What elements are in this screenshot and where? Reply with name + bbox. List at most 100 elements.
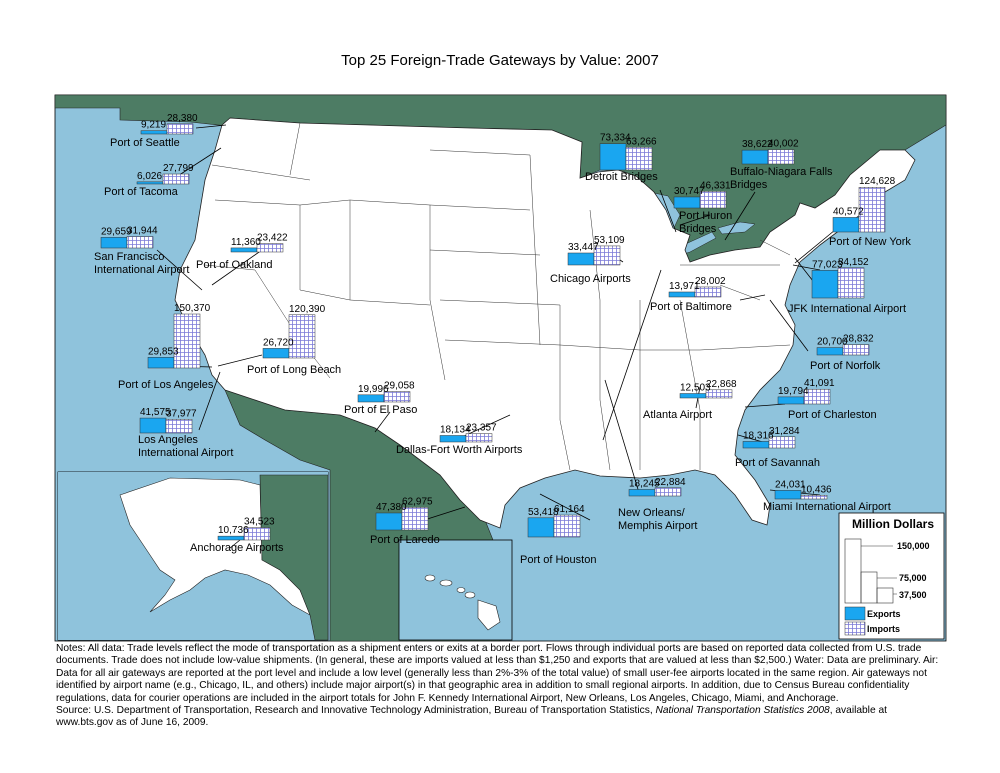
gateway-label-anchorage-airports: Anchorage Airports [190, 542, 284, 554]
hawaii-islands [424, 574, 501, 631]
gateway-label-port-of-charleston: Port of Charleston [788, 409, 877, 421]
imports-bar-port-of-houston [553, 514, 581, 538]
exports-bar-port-of-norfolk [816, 347, 844, 356]
imports-bar-port-of-charleston [803, 388, 831, 405]
gateway-label-buffalo-niagara-falls-bridges-line2: Bridges [730, 179, 768, 191]
exports-value-los-angeles-international-airport: 41,575 [140, 407, 171, 418]
gateway-label-new-orleans-memphis-airport-line2: Memphis Airport [618, 520, 697, 532]
imports-value-port-of-new-york: 124,628 [859, 176, 896, 187]
exports-bar-port-of-baltimore [668, 291, 696, 298]
imports-value-port-of-houston: 61,164 [554, 504, 585, 515]
imports-value-port-of-oakland: 23,422 [257, 233, 288, 244]
legend-exports-swatch [844, 606, 866, 621]
exports-value-atlanta-airport: 12,503 [680, 383, 711, 394]
imports-value-port-of-laredo: 62,975 [402, 496, 433, 507]
exports-value-jfk-international-airport: 77,023 [812, 259, 843, 270]
gateway-label-port-of-new-york: Port of New York [829, 236, 911, 248]
gateway-label-port-of-houston: Port of Houston [520, 554, 596, 566]
exports-value-port-of-laredo: 47,380 [376, 502, 407, 513]
exports-bar-port-of-laredo [375, 512, 403, 531]
exports-value-miami-international-airport: 24,031 [775, 479, 806, 490]
imports-bar-anchorage-airports [243, 527, 271, 541]
legend-bar-small [876, 587, 894, 604]
exports-value-port-of-long-beach: 26,720 [263, 337, 294, 348]
notes-section: Notes: All data: Trade levels reflect th… [56, 643, 946, 730]
imports-bar-detroit-bridges [625, 147, 653, 171]
lake-ontario [717, 221, 756, 235]
legend-tick-150000: 150,000 [897, 541, 930, 551]
imports-value-chicago-airports: 53,109 [594, 235, 625, 246]
imports-bar-new-orleans-memphis-airport [654, 487, 682, 497]
exports-value-dallas-fort-worth-airports: 18,134 [440, 424, 471, 435]
exports-value-port-of-seattle: 9,219 [141, 120, 166, 131]
gateway-port-of-los-angeles: 29,853 150,370 Port of Los Angeles [118, 303, 214, 391]
exports-value-san-francisco-international-airport: 29,659 [101, 226, 132, 237]
gateway-label-jfk-international-airport: JFK International Airport [788, 303, 906, 315]
gateway-label-los-angeles-international-airport-line2: International Airport [138, 447, 233, 459]
gateway-label-port-of-savannah: Port of Savannah [735, 457, 820, 469]
exports-value-port-of-savannah: 18,316 [743, 430, 774, 441]
imports-bar-chicago-airports [593, 245, 621, 266]
gateway-label-port-huron-bridges-line2: Bridges [679, 223, 717, 235]
legend: Million Dollars 150,000 75,000 37,500 Ex… [838, 512, 945, 640]
gateway-label-chicago-airports: Chicago Airports [550, 273, 631, 285]
exports-bar-jfk-international-airport [811, 270, 839, 299]
canada-yukon [259, 474, 329, 641]
imports-value-detroit-bridges: 63,266 [626, 136, 657, 147]
exports-bar-buffalo-niagara-falls-bridges [741, 149, 769, 165]
imports-value-port-of-tacoma: 27,799 [163, 163, 194, 174]
imports-value-port-of-charleston: 41,091 [804, 378, 835, 389]
imports-bar-dallas-fort-worth-airports [465, 433, 493, 443]
legend-tick-37500: 37,500 [899, 590, 927, 600]
gateway-label-port-of-el-paso: Port of El Paso [344, 404, 417, 416]
exports-bar-port-of-long-beach [262, 348, 290, 359]
gateway-label-atlanta-airport: Atlanta Airport [643, 409, 712, 421]
imports-value-port-of-seattle: 28,380 [167, 113, 198, 124]
gateway-label-port-of-oakland: Port of Oakland [196, 259, 272, 271]
legend-imports-swatch [844, 621, 866, 636]
imports-bar-port-of-tacoma [162, 173, 190, 185]
exports-bar-port-of-charleston [777, 396, 805, 405]
gateway-label-port-of-laredo: Port of Laredo [370, 534, 440, 546]
imports-bar-san-francisco-international-airport [126, 236, 154, 249]
imports-bar-port-of-long-beach [288, 314, 316, 359]
us-land [174, 117, 916, 529]
source-title: National Transportation Statistics 2008 [655, 705, 830, 717]
exports-bar-los-angeles-international-airport [139, 417, 167, 434]
imports-value-anchorage-airports: 34,523 [244, 517, 275, 528]
exports-bar-port-of-savannah [742, 441, 770, 449]
state-borders [204, 122, 791, 471]
gateway-label-port-of-long-beach: Port of Long Beach [247, 364, 341, 376]
imports-value-port-of-los-angeles: 150,370 [174, 303, 211, 314]
legend-imports-label: Imports [867, 624, 900, 634]
gateway-label-san-francisco-international-airport-line2: International Airport [94, 264, 189, 276]
source-suffix: , available at www.bts.gov as of June 16… [56, 705, 887, 729]
imports-bar-jfk-international-airport [837, 267, 865, 299]
legend-bar-large [844, 538, 862, 604]
imports-value-port-huron-bridges: 46,331 [700, 180, 731, 191]
imports-value-los-angeles-international-airport: 37,977 [166, 408, 197, 419]
exports-value-port-of-houston: 53,418 [528, 507, 559, 518]
imports-value-dallas-fort-worth-airports: 23,357 [466, 423, 497, 434]
gateway-port-of-long-beach: 26,720 120,390 Port of Long Beach [247, 304, 341, 376]
exports-bar-port-of-new-york [832, 217, 860, 233]
imports-bar-port-of-savannah [768, 436, 796, 449]
map-title: Top 25 Foreign-Trade Gateways by Value: … [341, 52, 659, 69]
exports-bar-port-of-oakland [230, 247, 258, 253]
imports-bar-miami-international-airport [800, 495, 828, 500]
gateway-label-port-huron-bridges-line1: Port Huron [679, 210, 732, 222]
imports-value-miami-international-airport: 10,436 [801, 484, 832, 495]
